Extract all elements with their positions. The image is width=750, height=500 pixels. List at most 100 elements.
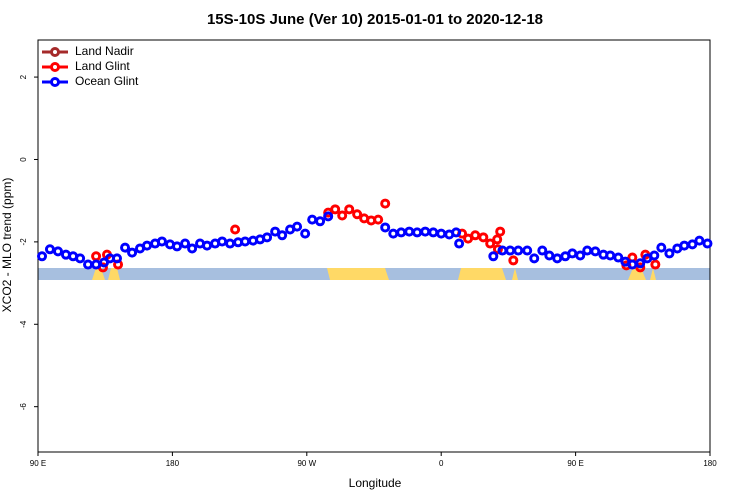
point bbox=[225, 238, 236, 249]
point bbox=[337, 210, 348, 221]
legend-label: Land Nadir bbox=[75, 44, 134, 58]
y-tick-label: -4 bbox=[19, 320, 28, 328]
point bbox=[330, 204, 341, 215]
point bbox=[590, 246, 601, 257]
point bbox=[300, 228, 311, 239]
point bbox=[495, 226, 506, 237]
point bbox=[420, 226, 431, 237]
point bbox=[180, 238, 191, 249]
point bbox=[522, 245, 533, 256]
point bbox=[344, 204, 355, 215]
point bbox=[613, 252, 624, 263]
point bbox=[478, 232, 489, 243]
point bbox=[679, 240, 690, 251]
legend-marker bbox=[50, 47, 60, 57]
point bbox=[567, 248, 578, 259]
point bbox=[428, 227, 439, 238]
point bbox=[664, 248, 675, 259]
land-region bbox=[327, 268, 389, 280]
land-region bbox=[108, 268, 120, 280]
point bbox=[111, 253, 122, 264]
point bbox=[404, 226, 415, 237]
point bbox=[575, 250, 586, 261]
point bbox=[513, 245, 524, 256]
land-region bbox=[458, 268, 506, 280]
point bbox=[492, 244, 503, 255]
point bbox=[552, 253, 563, 264]
point bbox=[380, 198, 391, 209]
point bbox=[508, 255, 519, 266]
point bbox=[352, 209, 363, 220]
point bbox=[451, 227, 462, 238]
y-axis-label: XCO2 - MLO trend (ppm) bbox=[0, 178, 14, 313]
point bbox=[307, 214, 318, 225]
y-tick-label: 2 bbox=[19, 74, 28, 79]
land-ocean-strip bbox=[38, 268, 710, 280]
legend-marker bbox=[50, 62, 60, 72]
chart-title: 15S-10S June (Ver 10) 2015-01-01 to 2020… bbox=[207, 11, 543, 28]
x-tick-label: 90 E bbox=[567, 459, 583, 468]
point bbox=[44, 244, 55, 255]
point bbox=[649, 250, 660, 261]
point bbox=[627, 259, 638, 270]
point bbox=[488, 251, 499, 262]
land-region bbox=[512, 268, 518, 280]
point bbox=[156, 236, 167, 247]
point bbox=[454, 238, 465, 249]
point bbox=[37, 251, 48, 262]
point bbox=[373, 214, 384, 225]
x-axis-label: Longitude bbox=[349, 476, 402, 490]
point bbox=[687, 239, 698, 250]
point bbox=[388, 228, 399, 239]
point bbox=[91, 259, 102, 270]
point bbox=[380, 222, 391, 233]
point bbox=[694, 235, 705, 246]
point bbox=[436, 228, 447, 239]
land-region bbox=[650, 268, 656, 280]
point bbox=[485, 238, 496, 249]
point bbox=[83, 259, 94, 270]
y-tick-label: -2 bbox=[19, 238, 28, 246]
y-tick-label: 0 bbox=[19, 157, 28, 162]
point bbox=[635, 258, 646, 269]
point bbox=[240, 236, 251, 247]
point bbox=[605, 250, 616, 261]
point bbox=[582, 245, 593, 256]
point bbox=[292, 221, 303, 232]
x-tick-label: 0 bbox=[439, 459, 444, 468]
point bbox=[323, 211, 334, 222]
point bbox=[202, 240, 213, 251]
point bbox=[262, 232, 273, 243]
point bbox=[537, 245, 548, 256]
point bbox=[635, 262, 646, 273]
point bbox=[529, 253, 540, 264]
point bbox=[396, 227, 407, 238]
legend-marker bbox=[50, 77, 60, 87]
point bbox=[544, 250, 555, 261]
x-tick-label: 180 bbox=[166, 459, 180, 468]
point bbox=[470, 230, 481, 241]
point bbox=[656, 242, 667, 253]
point bbox=[127, 247, 138, 258]
point bbox=[412, 227, 423, 238]
x-tick-label: 90 E bbox=[30, 459, 46, 468]
point bbox=[91, 251, 102, 262]
legend-label: Ocean Glint bbox=[75, 74, 139, 88]
y-tick-label: -6 bbox=[19, 403, 28, 411]
point bbox=[120, 242, 131, 253]
point bbox=[702, 238, 713, 249]
point bbox=[315, 216, 326, 227]
point bbox=[187, 243, 198, 254]
legend-label: Land Glint bbox=[75, 59, 130, 73]
point bbox=[217, 236, 228, 247]
point bbox=[277, 230, 288, 241]
point bbox=[172, 241, 183, 252]
point bbox=[142, 240, 153, 251]
point bbox=[75, 253, 86, 264]
point bbox=[230, 224, 241, 235]
point bbox=[270, 226, 281, 237]
point bbox=[53, 246, 64, 257]
x-tick-label: 90 W bbox=[297, 459, 316, 468]
x-tick-label: 180 bbox=[703, 459, 717, 468]
